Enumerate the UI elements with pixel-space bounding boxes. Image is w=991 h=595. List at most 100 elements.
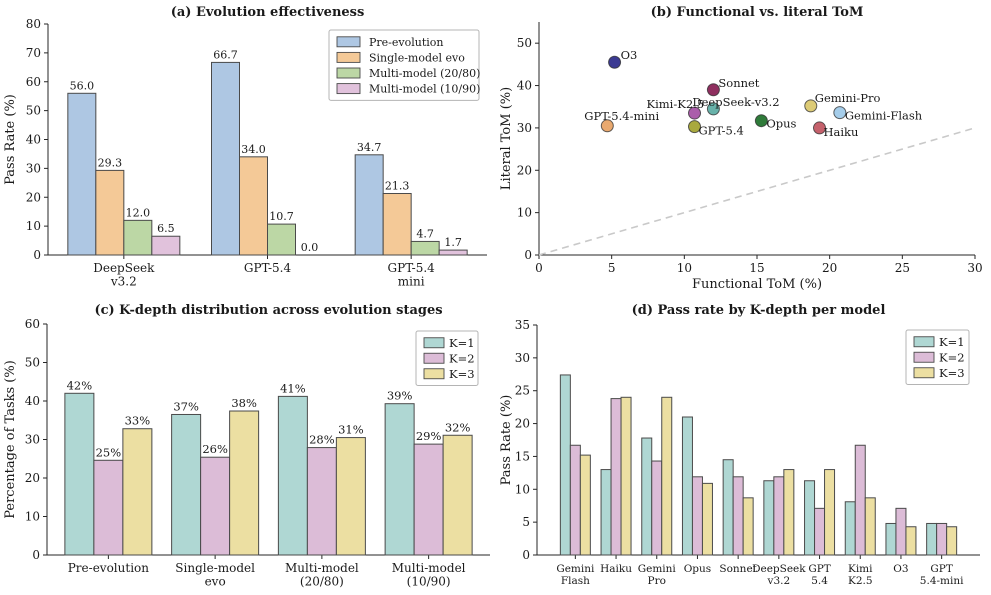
legend-label: K=2: [939, 350, 965, 364]
legend-label: K=3: [939, 366, 965, 380]
bar: [211, 61, 240, 256]
evolution-effectiveness-chart: 0 10 20 30 40 50 60 70 80 DeepSeek v3.2 56.0 29.3 12.…: [3, 5, 487, 289]
bar: [905, 526, 917, 556]
y-tick-label: 60: [26, 75, 41, 89]
legend-swatch: [423, 352, 445, 364]
y-tick-label: 35: [515, 318, 530, 332]
bar-value-label: 32%: [445, 420, 471, 434]
bar: [93, 459, 124, 556]
bar-value-label: 29%: [416, 429, 442, 443]
bar-value-label: 28%: [309, 433, 335, 447]
legend-swatch: [913, 351, 935, 363]
bar: [354, 154, 384, 256]
x-tick-label: 0: [535, 261, 543, 275]
bar: [95, 169, 125, 256]
x-tick-label: DeepSeek v3.2: [93, 261, 155, 289]
x-tick-label: GPT-5.4 mini: [388, 261, 436, 289]
bar: [641, 437, 653, 556]
y-axis-title: Pass Rate (%): [3, 94, 18, 185]
x-tick-label: Multi-model (10/90): [392, 561, 466, 589]
legend-label: K=1: [449, 336, 475, 350]
y-tick-label: 0: [522, 548, 530, 562]
legend-label: K=1: [939, 335, 965, 349]
bar: [151, 235, 181, 256]
x-tick-label: Pre-evolution: [68, 561, 150, 575]
bar-value-label: 34.0: [241, 143, 266, 156]
x-tick-label: Kimi K2.5: [848, 563, 873, 587]
bar: [267, 223, 296, 256]
bar-value-label: 66.7: [213, 48, 238, 61]
panel-evolution-effectiveness: 0 10 20 30 40 50 60 70 80 DeepSeek v3.2 56.0 29.3 12.…: [0, 0, 495, 297]
x-tick-label: GPT 5.4: [808, 563, 830, 587]
x-tick-label: Opus: [684, 563, 711, 575]
bar-value-label: 0.0: [301, 241, 319, 254]
y-tick-label: 10: [25, 510, 40, 524]
bar: [763, 480, 775, 556]
bar: [895, 507, 907, 556]
scatter-point-sonnet: [706, 83, 720, 97]
y-tick-label: 0: [33, 248, 41, 262]
y-axis-title: Pass Rate (%): [499, 395, 514, 486]
bar: [926, 522, 938, 556]
scatter-point-gpt-5.4-mini: [600, 119, 614, 133]
bar: [384, 403, 415, 556]
bar: [277, 395, 308, 556]
bar: [413, 443, 444, 556]
bar: [844, 501, 856, 556]
bar: [783, 469, 795, 556]
bar: [854, 444, 866, 556]
legend: [328, 29, 480, 101]
panel-title: (a) Evolution effectiveness: [171, 5, 365, 20]
kdepth-distribution-chart: 0 10 20 30 40 50 60 Pre-evolution 42% 25% 33% Singl…: [3, 303, 490, 589]
scatter-point-label: Gemini-Pro: [815, 91, 881, 105]
scatter-point-gemini-flash: [833, 106, 847, 120]
y-tick-label: 30: [515, 351, 530, 365]
x-tick-label: Gemini Pro: [638, 563, 677, 587]
bar-value-label: 38%: [231, 396, 257, 410]
bar: [946, 526, 958, 556]
bar: [579, 454, 591, 556]
scatter-point-gpt-5.4: [688, 120, 702, 134]
x-tick-label: 30: [967, 261, 982, 275]
bar: [722, 459, 734, 556]
bar-value-label: 56.0: [70, 79, 95, 92]
y-tick-label: 70: [26, 46, 41, 60]
scatter-point-kimi-k2.5: [688, 106, 702, 120]
bar-value-label: 39%: [387, 389, 413, 403]
bar: [691, 476, 703, 556]
x-tick-label: 5: [608, 261, 616, 275]
legend-label: K=3: [449, 367, 475, 381]
y-tick-label: 50: [26, 104, 41, 118]
scatter-point-opus: [754, 114, 768, 128]
bar: [229, 410, 260, 556]
x-tick-label: GPT 5.4-mini: [920, 563, 964, 587]
bar: [438, 249, 468, 256]
bar-value-label: 29.3: [98, 156, 123, 169]
x-tick-label: Gemini Flash: [556, 563, 595, 587]
bar-value-label: 6.5: [157, 222, 175, 235]
bar-value-label: 41%: [280, 381, 306, 395]
x-tick-label: DeepSeek v3.2: [752, 563, 806, 587]
y-tick-label: 20: [25, 471, 40, 485]
y-tick-label: 20: [517, 163, 532, 177]
legend-swatch: [336, 67, 361, 79]
scatter-point-label: O3: [621, 48, 638, 62]
bar: [442, 434, 473, 556]
scatter-point-o3: [608, 55, 622, 69]
bar-value-label: 1.7: [444, 236, 462, 249]
y-tick-label: 0: [32, 548, 40, 562]
panel-pass-rate-by-kdepth: 0 5 10 15 20 25 30 35 Gemini Flash Haiku Gemini Pro O…: [496, 298, 991, 595]
y-tick-label: 10: [515, 482, 530, 496]
bar: [651, 460, 663, 556]
y-tick-label: 15: [515, 449, 530, 463]
bar: [701, 482, 713, 556]
bar: [122, 428, 153, 556]
scatter-point-label: DeepSeek-v3.2: [692, 95, 779, 109]
y-tick-label: 60: [25, 317, 40, 331]
legend-swatch: [423, 368, 445, 380]
y-tick-label: 20: [26, 190, 41, 204]
y-tick-label: 30: [517, 121, 532, 135]
legend-label: Single-model evo: [369, 51, 465, 64]
panel-title: (d) Pass rate by K-depth per model: [632, 303, 886, 318]
